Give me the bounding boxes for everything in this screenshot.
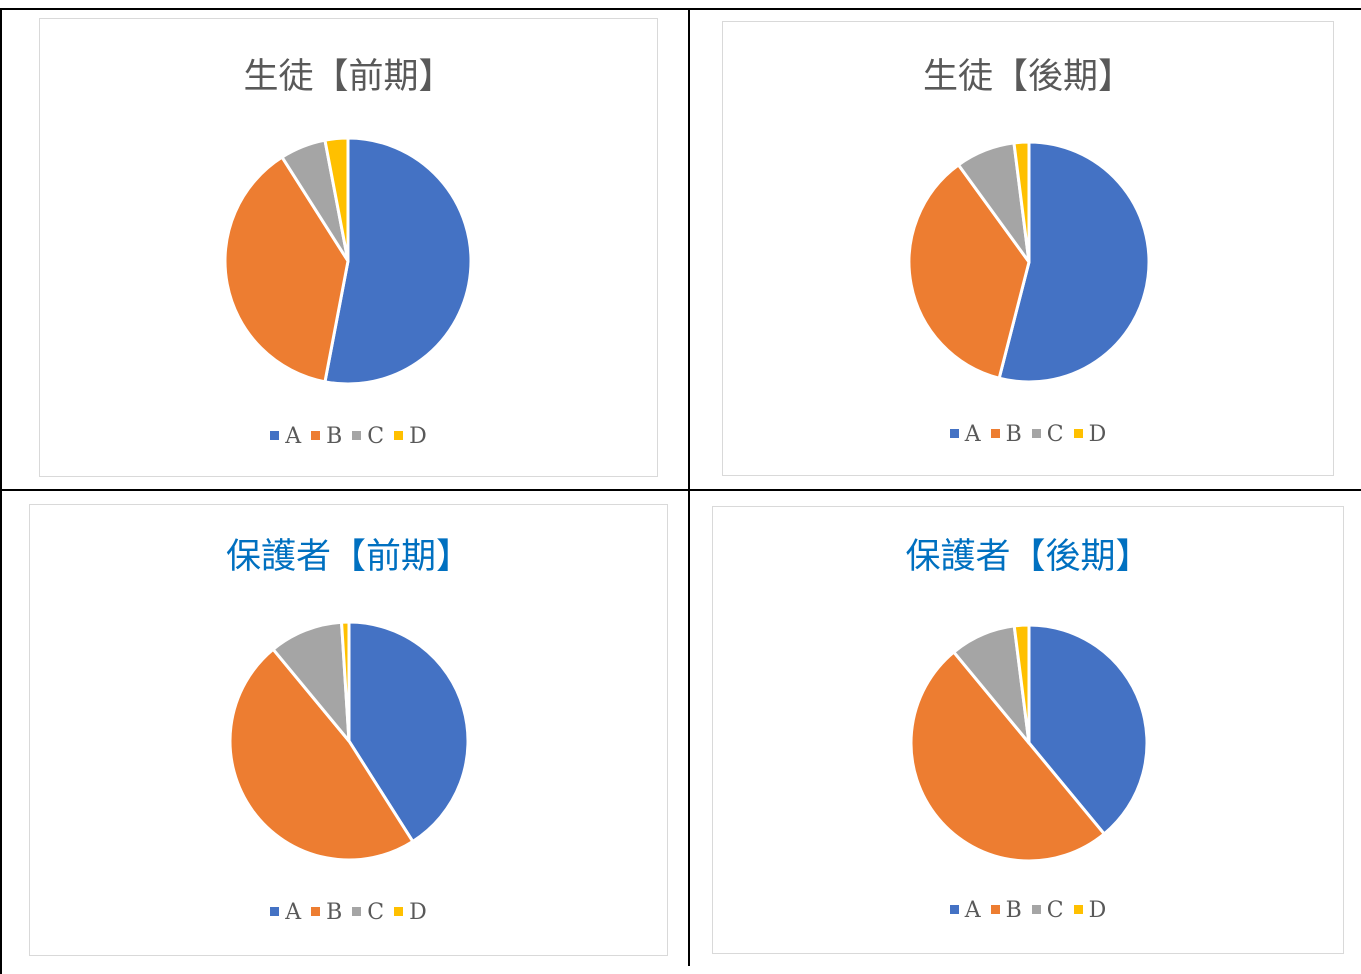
legend-swatch (352, 430, 362, 440)
legend-item-d: D (394, 900, 427, 925)
legend-swatch (394, 906, 404, 916)
legend-item-a: A (949, 422, 981, 447)
legend-item-c: C (1031, 898, 1064, 923)
legend-item-c: C (352, 900, 384, 925)
legend-label: D (1088, 898, 1107, 923)
chart-title: 生徒【後期】 (922, 57, 1133, 97)
legend-label: C (367, 900, 385, 925)
legend-item-b: B (311, 900, 342, 925)
legend-label: C (1046, 422, 1064, 447)
legend-item-a: A (270, 900, 301, 925)
chart-title: 生徒【前期】 (243, 57, 454, 97)
legend-swatch (270, 906, 280, 916)
column-divider (688, 8, 690, 966)
legend-label: A (964, 898, 981, 923)
legend-swatch (1031, 428, 1041, 438)
pie-slice-a (997, 140, 1151, 384)
legend-item-a: A (949, 898, 981, 923)
legend-item-a: A (270, 424, 301, 449)
legend-swatch (1073, 428, 1083, 438)
legend-label: D (409, 900, 427, 925)
pie-slice-d (323, 136, 350, 263)
pie-slice-a (1027, 623, 1149, 836)
legend-swatch (1031, 904, 1041, 914)
pie-slice-a (323, 136, 473, 386)
pie-slice-b (909, 650, 1106, 863)
legend-swatch (949, 428, 959, 438)
legend-item-b: B (990, 422, 1022, 447)
chart-title: 保護者【前期】 (225, 537, 471, 577)
legend-swatch (990, 904, 1000, 914)
legend-item-c: C (1031, 422, 1064, 447)
legend-swatch (270, 430, 280, 440)
legend-label: C (1046, 898, 1064, 923)
legend-label: A (285, 900, 302, 925)
row-divider (0, 489, 1361, 491)
legend-label: C (367, 424, 385, 449)
legend-item-c: C (352, 424, 384, 449)
pie-slice-d (1012, 140, 1031, 264)
legend-label: D (409, 424, 427, 449)
legend-swatch (1073, 904, 1083, 914)
pie-chart (907, 140, 1151, 384)
legend-label: A (964, 422, 981, 447)
legend-item-d: D (1073, 422, 1107, 447)
legend-label: B (1005, 422, 1022, 447)
legend-swatch (949, 904, 959, 914)
legend-swatch (311, 906, 321, 916)
legend-label: B (326, 424, 343, 449)
legend-item-b: B (990, 898, 1022, 923)
legend-item-b: B (311, 424, 342, 449)
legend-label: D (1088, 422, 1107, 447)
pie-slice-d (340, 620, 351, 743)
legend-item-d: D (1073, 898, 1107, 923)
pie-chart (223, 136, 473, 386)
chart-title: 保護者【後期】 (905, 537, 1151, 577)
legend-label: B (326, 900, 343, 925)
table-border (0, 8, 1361, 974)
legend-label: B (1005, 898, 1022, 923)
pie-slice-d (1012, 623, 1031, 745)
legend-swatch (352, 906, 362, 916)
pie-chart (909, 623, 1149, 863)
pie-chart (228, 620, 470, 862)
legend-swatch (311, 430, 321, 440)
pie-slice-b (228, 647, 415, 862)
legend-swatch (990, 428, 1000, 438)
legend-swatch (394, 430, 404, 440)
legend-label: A (285, 424, 302, 449)
legend-item-d: D (394, 424, 427, 449)
pie-slice-b (907, 163, 1031, 380)
